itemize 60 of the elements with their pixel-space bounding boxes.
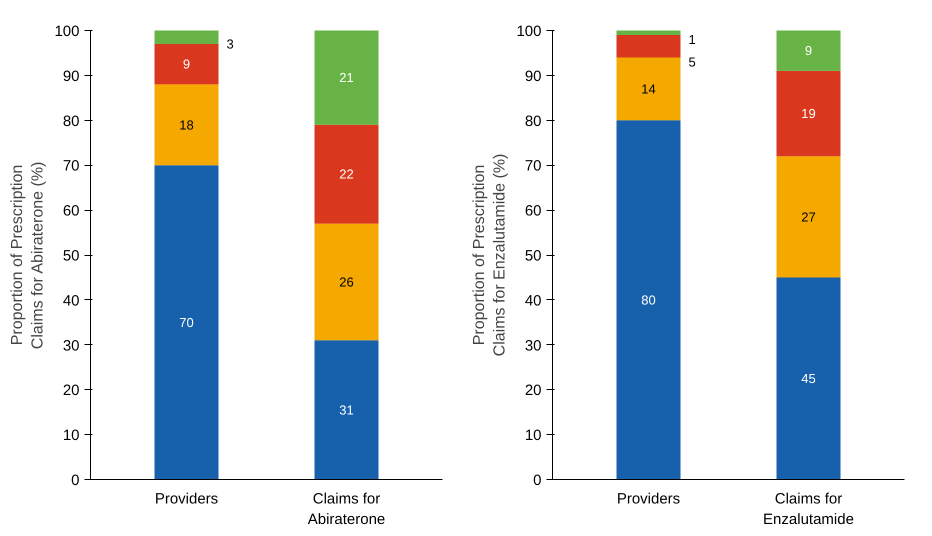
y-tick-label: 30 (62, 337, 80, 354)
data-label: 3 (226, 36, 234, 52)
data-label: 9 (804, 43, 812, 58)
data-label: 27 (801, 209, 816, 224)
bar (314, 224, 378, 340)
y-tick-label: 20 (62, 382, 80, 400)
data-label: 31 (339, 402, 354, 418)
data-label: 70 (179, 314, 194, 330)
bar (776, 277, 840, 480)
x-tick-label: Providers (616, 490, 680, 508)
y-tick-label: 40 (62, 292, 80, 310)
x-tick-label: Claims for Enzalutamide (763, 490, 854, 528)
y-tick-label: 40 (524, 292, 542, 310)
bar (314, 340, 378, 480)
data-label: 19 (801, 106, 816, 122)
y-tick-label: 10 (524, 427, 542, 444)
y-tick-label: 100 (516, 23, 542, 40)
data-label: 45 (801, 370, 816, 386)
bar (154, 44, 218, 84)
data-label: 18 (179, 117, 194, 132)
y-tick-label: 10 (62, 427, 80, 444)
y-tick-label: 50 (524, 248, 542, 264)
y-tick-label: 70 (524, 158, 542, 175)
y-tick-label: 100 (54, 23, 80, 40)
y-tick-label: 60 (62, 202, 80, 220)
bar (154, 84, 218, 166)
bar (776, 70, 840, 156)
y-tick-label: 50 (62, 248, 80, 264)
x-tick-label: Providers (154, 490, 218, 508)
y-tick-label: 90 (524, 68, 542, 85)
bar (776, 30, 840, 71)
data-label: 1 (688, 32, 696, 48)
bar (154, 30, 218, 44)
y-tick-label: 70 (62, 158, 80, 175)
bar (616, 34, 680, 58)
y-tick-label: 80 (524, 112, 542, 130)
data-label: 22 (339, 166, 354, 182)
data-label: 80 (641, 292, 656, 308)
data-label: 9 (182, 56, 190, 72)
bar (616, 30, 680, 35)
bar (616, 57, 680, 120)
y-tick-label: 90 (62, 68, 80, 85)
bar (776, 156, 840, 278)
y-tick-label: 0 (71, 472, 80, 489)
y-tick-label: 0 (533, 472, 542, 489)
data-label: 5 (688, 54, 696, 70)
x-tick-label: Claims for Abiraterone (308, 490, 386, 528)
data-label: 21 (339, 70, 354, 86)
y-tick-label: 20 (524, 382, 542, 400)
y-axis-title: Proportion of Prescription Claims for Enzalutamide (%) (471, 154, 508, 356)
y-tick-label: 80 (62, 112, 80, 130)
bar (154, 165, 218, 480)
y-tick-label: 60 (524, 202, 542, 220)
data-label: 26 (339, 274, 354, 290)
y-tick-label: 30 (524, 337, 542, 354)
bar (314, 124, 378, 224)
data-label: 14 (641, 81, 656, 96)
y-axis-title: Proportion of Prescription Claims for Abiraterone (%) (9, 162, 46, 350)
bar (314, 30, 378, 125)
bar (616, 120, 680, 480)
